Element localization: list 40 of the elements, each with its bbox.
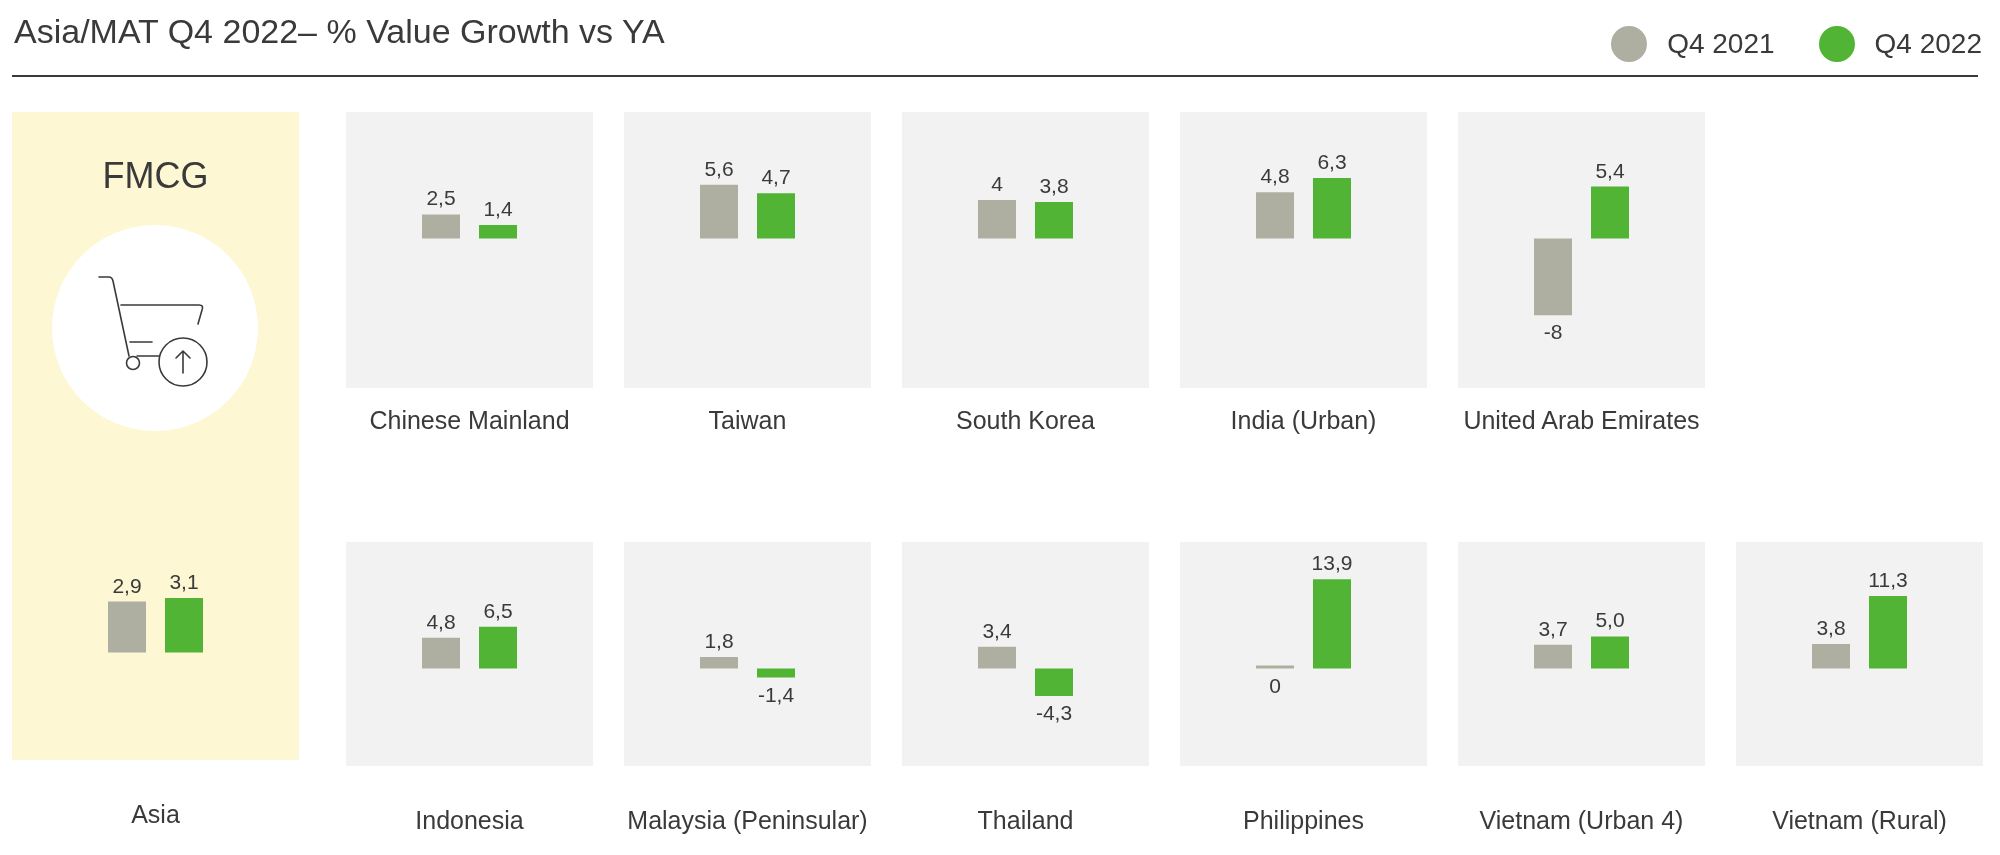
data-label: -1,4 bbox=[757, 682, 795, 706]
x-tick-label: Vietnam (Urban 4) bbox=[1479, 806, 1684, 834]
legend-label: Q4 2021 bbox=[1667, 28, 1775, 59]
data-label: 1,4 bbox=[483, 196, 513, 220]
x-tick-label: United Arab Emirates bbox=[1463, 406, 1700, 434]
data-label: 5,0 bbox=[1595, 608, 1625, 632]
x-tick-label: Philippines bbox=[1243, 806, 1364, 834]
data-label: 2,5 bbox=[426, 186, 456, 210]
data-label: 4,8 bbox=[426, 609, 456, 633]
x-tick-label: Taiwan bbox=[708, 406, 787, 434]
data-label: 11,3 bbox=[1868, 568, 1908, 591]
x-tick-label: Malaysia (Peninsular) bbox=[627, 806, 868, 834]
data-label: 5,6 bbox=[704, 156, 734, 180]
data-label: 0 bbox=[1269, 673, 1281, 697]
x-tick-label: India (Urban) bbox=[1230, 406, 1377, 434]
data-label: 4 bbox=[991, 172, 1004, 195]
data-label: -8 bbox=[1543, 320, 1563, 344]
text: Asia/MAT Q4 2022– % Value Growth vs YA bbox=[14, 12, 665, 50]
data-label: 13,9 bbox=[1311, 551, 1353, 575]
x-tick-label: Vietnam (Rural) bbox=[1772, 806, 1947, 834]
data-label: 3,1 bbox=[169, 570, 199, 594]
x-tick-label: Indonesia bbox=[415, 806, 524, 834]
data-label: 1,8 bbox=[704, 628, 734, 652]
data-label: -4,3 bbox=[1035, 701, 1073, 725]
data-label: 6,5 bbox=[483, 598, 513, 622]
data-label: 2,9 bbox=[112, 573, 142, 597]
data-label: 6,3 bbox=[1317, 149, 1347, 173]
data-label: 4,8 bbox=[1260, 164, 1290, 188]
data-label: 4,7 bbox=[761, 165, 791, 189]
x-tick-label: Chinese Mainland bbox=[369, 406, 570, 434]
data-label: 3,4 bbox=[982, 618, 1012, 642]
text: FMCG bbox=[102, 155, 209, 196]
x-tick-label: South Korea bbox=[956, 406, 1095, 434]
x-tick-label: Asia bbox=[131, 800, 180, 828]
data-label: 3,7 bbox=[1538, 616, 1568, 640]
data-label: 3,8 bbox=[1039, 173, 1069, 197]
x-tick-label: Thailand bbox=[977, 806, 1074, 834]
data-label: 5,4 bbox=[1595, 158, 1625, 182]
legend-label: Q4 2022 bbox=[1874, 28, 1982, 59]
data-label: 3,8 bbox=[1816, 616, 1846, 640]
